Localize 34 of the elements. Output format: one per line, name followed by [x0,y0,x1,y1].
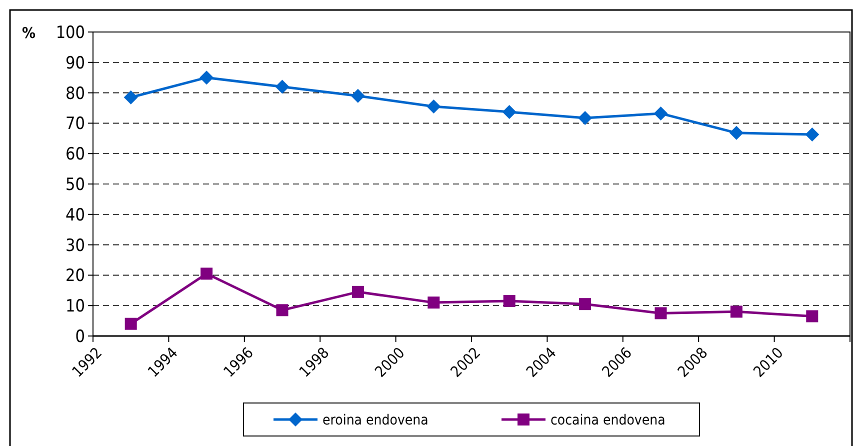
point [579,298,592,310]
legend-label: cocaina endovena [550,412,666,428]
point [654,307,667,320]
y-tick-label: 60 [66,144,85,165]
point [200,70,214,85]
y-tick-label: 20 [66,266,85,286]
point [124,318,137,330]
y-tick-label: 100 [56,22,85,43]
y-tick-label: 80 [66,84,85,104]
point [578,111,592,126]
point [352,286,364,298]
point [276,304,288,316]
point [350,88,365,103]
point [729,126,744,140]
y-axis-title: % [22,24,36,42]
point [806,310,818,322]
point [426,99,441,114]
y-tick-label: 90 [66,53,85,74]
y-tick-label: 30 [66,236,85,256]
y-tick-label: 10 [66,296,85,317]
legend-label: eroina endovena [322,412,428,428]
y-tick-label: 70 [66,114,85,134]
point [503,295,516,308]
y-tick-label: 50 [66,174,85,195]
point [275,80,290,94]
point [124,90,138,104]
y-tick-label: 0 [75,326,85,347]
point [200,268,213,280]
point [730,306,742,318]
point [428,296,440,309]
point [654,106,668,120]
point [805,127,820,142]
y-tick-label: 40 [66,205,85,226]
point [502,104,516,119]
